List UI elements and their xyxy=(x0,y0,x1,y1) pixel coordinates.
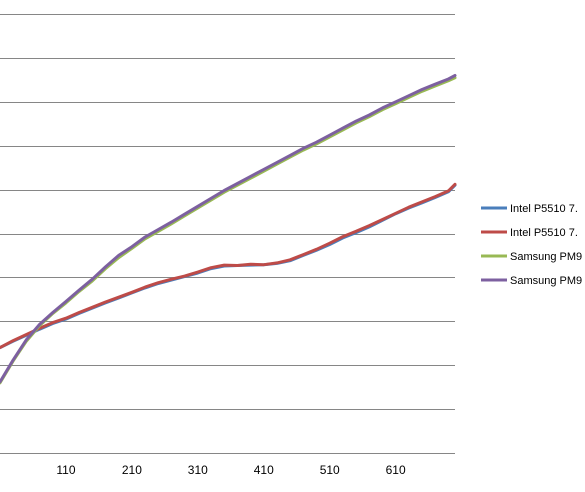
x-tick-label: 510 xyxy=(320,463,340,477)
x-tick-label: 310 xyxy=(188,463,208,477)
x-tick-label: 110 xyxy=(56,463,75,477)
legend-label: Samsung PM9 xyxy=(510,275,582,287)
x-tick-label: 410 xyxy=(254,463,274,477)
gridlines xyxy=(0,14,455,454)
series-line-4 xyxy=(0,74,457,384)
x-axis-ticks: 110 210 310 410 510 610 xyxy=(56,463,406,477)
series-line-3 xyxy=(0,76,457,385)
legend: Intel P5510 7. Intel P5510 7. Samsung PM9 S… xyxy=(481,203,582,287)
series-line-2 xyxy=(0,182,457,350)
legend-label: Intel P5510 7. xyxy=(510,227,578,239)
x-tick-label: 210 xyxy=(122,463,142,477)
legend-label: Intel P5510 7. xyxy=(510,203,578,215)
x-tick-label: 610 xyxy=(386,463,406,477)
legend-label: Samsung PM9 xyxy=(510,251,582,263)
series-lines xyxy=(0,74,457,385)
